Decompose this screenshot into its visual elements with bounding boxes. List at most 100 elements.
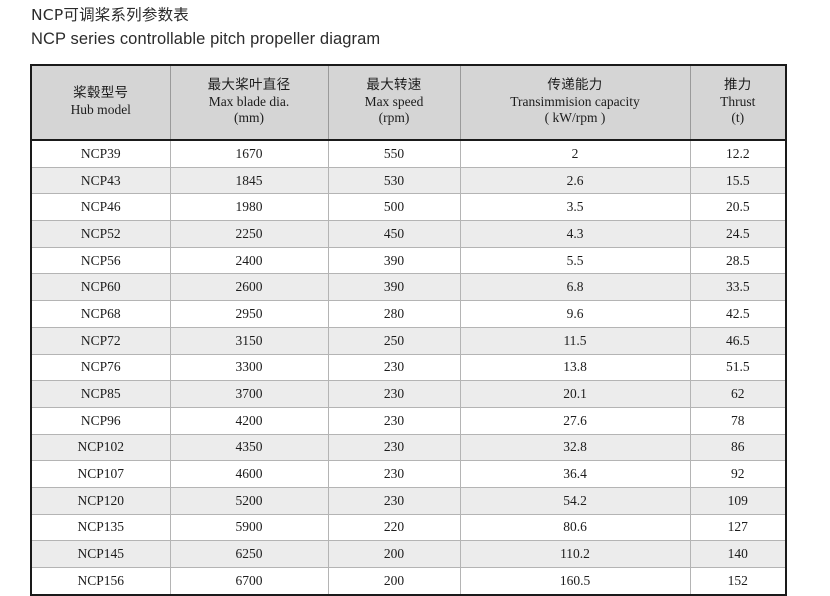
cell-hub-model: NCP60	[31, 273, 171, 302]
cell-value: 2400	[170, 247, 329, 275]
cell-value: 280	[328, 300, 461, 328]
cell-value: 80.6	[460, 514, 691, 542]
table-row: NCP72 3150 250 11.5 46.5	[31, 327, 786, 355]
column-header-0: 桨毂型号 Hub model	[31, 65, 171, 141]
cell-value: 54.2	[460, 487, 691, 515]
cell-value: 86	[690, 434, 786, 462]
cell-value: 390	[328, 247, 461, 275]
cell-value: 32.8	[460, 434, 691, 462]
cell-hub-model: NCP52	[31, 220, 171, 248]
cell-value: 550	[328, 140, 461, 168]
column-header-label-en: Thrust	[720, 94, 756, 110]
column-header-3: 传递能力 Transimmision capacity( kW/rpm )	[460, 65, 691, 141]
cell-value: 24.5	[690, 220, 786, 248]
cell-hub-model: NCP156	[31, 567, 171, 595]
cell-value: 152	[690, 567, 786, 595]
cell-value: 500	[328, 193, 461, 222]
cell-value: 127	[690, 514, 786, 542]
spec-table-container: 桨毂型号 Hub model 最大桨叶直径 Max blade dia. (mm) 最大转…	[30, 64, 787, 596]
column-header-label-en: Max blade dia.	[208, 94, 290, 110]
cell-value: 4200	[170, 407, 329, 435]
table-row: NCP43 1845 530 2.6 15.5	[31, 167, 786, 195]
cell-hub-model: NCP39	[31, 140, 171, 168]
cell-value: 160.5	[460, 567, 691, 595]
cell-value: 78	[690, 407, 786, 435]
column-header-1: 最大桨叶直径 Max blade dia. (mm)	[170, 65, 329, 141]
cell-value: 15.5	[690, 167, 786, 195]
cell-value: 1845	[170, 167, 329, 195]
table-row: NCP107 4600 230 36.4 92	[31, 460, 786, 488]
table-row: NCP76 3300 230 13.8 51.5	[31, 354, 786, 382]
cell-value: 250	[328, 327, 461, 355]
cell-hub-model: NCP43	[31, 167, 171, 195]
cell-value: 530	[328, 167, 461, 195]
cell-hub-model: NCP120	[31, 487, 171, 515]
cell-hub-model: NCP102	[31, 434, 171, 462]
cell-value: 6250	[170, 540, 329, 568]
cell-value: 11.5	[460, 327, 691, 355]
cell-value: 4.3	[460, 220, 691, 248]
page-title-block: NCP可调桨系列参数表 NCP series controllable pitc…	[31, 6, 380, 50]
column-header-label-en: Transimmision capacity	[510, 94, 640, 110]
cell-value: 42.5	[690, 300, 786, 328]
table-body: NCP39 1670 550 2 12.2 NCP43 1845 530 2.6 15.5 NCP4…	[31, 140, 786, 595]
cell-value: 3700	[170, 380, 329, 408]
cell-value: 6700	[170, 567, 329, 595]
cell-value: 12.2	[690, 140, 786, 168]
cell-value: 5200	[170, 487, 329, 515]
page-title-chinese: NCP可调桨系列参数表	[31, 6, 189, 24]
table-row: NCP135 5900 220 80.6 127	[31, 514, 786, 542]
cell-hub-model: NCP96	[31, 407, 171, 435]
cell-value: 20.1	[460, 380, 691, 408]
table-row: NCP52 2250 450 4.3 24.5	[31, 220, 786, 248]
table-header-row: 桨毂型号 Hub model 最大桨叶直径 Max blade dia. (mm) 最大转…	[31, 65, 786, 141]
cell-value: 110.2	[460, 540, 691, 568]
cell-value: 5.5	[460, 247, 691, 275]
cell-hub-model: NCP135	[31, 514, 171, 542]
column-header-label-cn: 传递能力	[547, 77, 603, 94]
table-row: NCP56 2400 390 5.5 28.5	[31, 247, 786, 275]
cell-value: 9.6	[460, 300, 691, 328]
cell-value: 33.5	[690, 273, 786, 302]
spec-table: 桨毂型号 Hub model 最大桨叶直径 Max blade dia. (mm) 最大转…	[30, 64, 787, 596]
cell-value: 200	[328, 540, 461, 568]
table-row: NCP46 1980 500 3.5 20.5	[31, 193, 786, 222]
cell-value: 230	[328, 487, 461, 515]
column-header-unit: ( kW/rpm )	[544, 109, 606, 125]
cell-hub-model: NCP76	[31, 354, 171, 382]
cell-value: 28.5	[690, 247, 786, 275]
table-row: NCP85 3700 230 20.1 62	[31, 380, 786, 408]
table-row: NCP96 4200 230 27.6 78	[31, 407, 786, 435]
cell-value: 450	[328, 220, 461, 248]
cell-value: 3.5	[460, 193, 691, 222]
table-row: NCP145 6250 200 110.2 140	[31, 540, 786, 568]
cell-value: 6.8	[460, 273, 691, 302]
table-row: NCP68 2950 280 9.6 42.5	[31, 300, 786, 328]
column-header-unit: (t)	[731, 109, 745, 125]
column-header-label-cn: 推力	[723, 77, 752, 94]
cell-value: 2950	[170, 300, 329, 328]
cell-value: 92	[690, 460, 786, 488]
cell-hub-model: NCP46	[31, 193, 171, 222]
cell-value: 62	[690, 380, 786, 408]
table-row: NCP39 1670 550 2 12.2	[31, 140, 786, 168]
cell-value: 27.6	[460, 407, 691, 435]
table-row: NCP120 5200 230 54.2 109	[31, 487, 786, 515]
cell-hub-model: NCP68	[31, 300, 171, 328]
cell-value: 5900	[170, 514, 329, 542]
cell-value: 46.5	[690, 327, 786, 355]
cell-hub-model: NCP107	[31, 460, 171, 488]
cell-hub-model: NCP72	[31, 327, 171, 355]
cell-value: 230	[328, 407, 461, 435]
cell-value: 109	[690, 487, 786, 515]
cell-value: 3300	[170, 354, 329, 382]
column-header-label-cn: 最大桨叶直径	[207, 77, 291, 94]
column-header-label-en: Hub model	[70, 102, 131, 118]
column-header-label-en: Max speed	[364, 94, 424, 110]
cell-hub-model: NCP85	[31, 380, 171, 408]
page-title-english: NCP series controllable pitch propeller …	[31, 29, 381, 48]
cell-value: 51.5	[690, 354, 786, 382]
cell-value: 2	[460, 140, 691, 168]
cell-value: 200	[328, 567, 461, 595]
